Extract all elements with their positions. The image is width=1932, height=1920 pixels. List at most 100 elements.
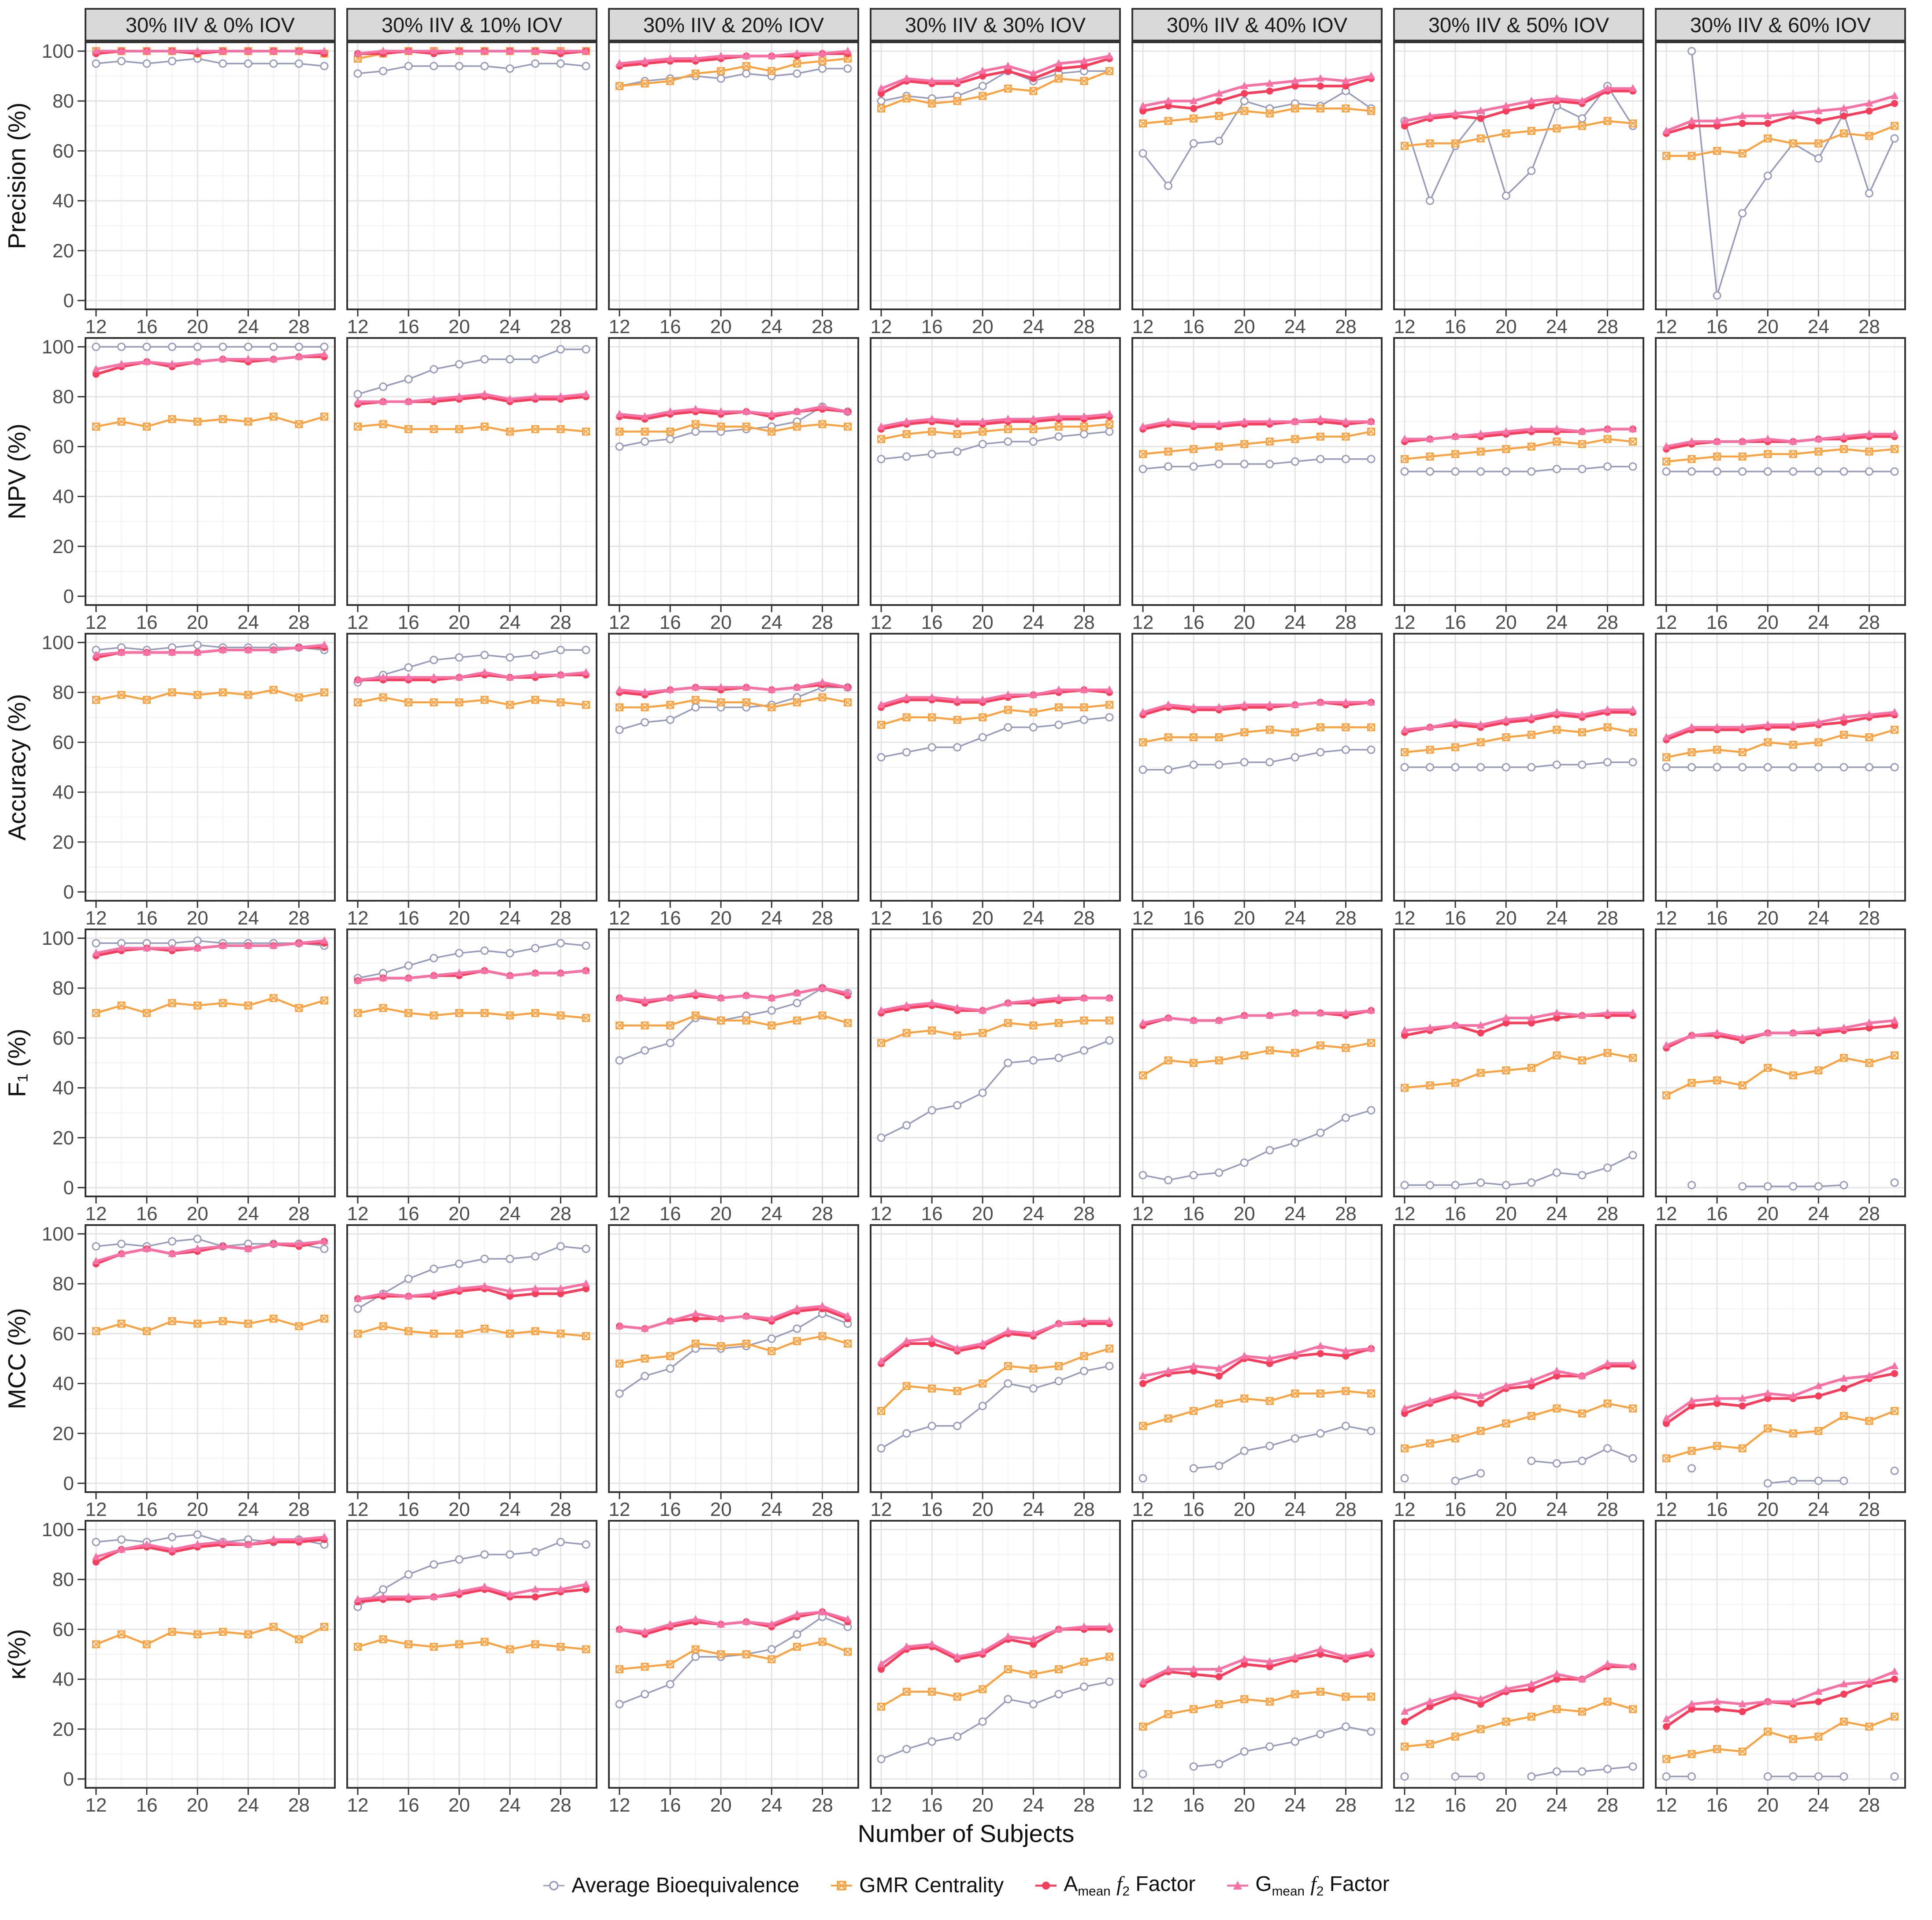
y-axis-title: Accuracy (%) (3, 694, 31, 841)
filled-triangle-icon (1865, 1018, 1873, 1026)
open-circle-icon (1451, 467, 1460, 476)
series-gmr-centrality (1662, 1407, 1899, 1463)
filled-triangle-icon (480, 390, 489, 397)
open-circle-icon (1426, 197, 1435, 205)
x-tick-label: 28 (1597, 1794, 1618, 1813)
open-circle-icon (1215, 1760, 1224, 1768)
filled-triangle-icon (320, 47, 328, 54)
filled-triangle-icon (269, 1239, 278, 1247)
series-average-bioequivalence (1687, 1464, 1899, 1488)
open-circle-icon (1527, 467, 1536, 476)
x-tick-label: 24 (761, 1499, 782, 1518)
filled-circle-icon (1713, 1400, 1721, 1407)
series-average-bioequivalence (353, 345, 590, 399)
filled-triangle-icon (582, 390, 590, 397)
facet-grid: Precision (%) 0 20 40 60 80 100 30% IIV & 0% IO… (0, 8, 1932, 1816)
filled-triangle-icon (1215, 420, 1223, 427)
filled-triangle-icon (1426, 723, 1434, 731)
filled-triangle-icon (768, 1620, 776, 1628)
filled-triangle-icon (641, 688, 649, 696)
x-tick-label: 20 (1495, 1203, 1517, 1222)
x-tick-label: 28 (288, 612, 310, 631)
series-gmr-centrality (616, 1011, 852, 1030)
legend-label: Average Bioequivalence (571, 1874, 800, 1898)
open-circle-icon (1029, 1056, 1038, 1065)
filled-triangle-icon (404, 673, 413, 681)
open-circle-icon (1316, 1429, 1325, 1438)
x-tick-label: 12 (1132, 1794, 1154, 1813)
open-circle-icon (1476, 1469, 1485, 1478)
x-tick-label: 20 (1757, 1794, 1779, 1813)
open-circle-icon (1138, 1770, 1147, 1779)
filled-triangle-icon (193, 648, 202, 656)
filled-triangle-icon (742, 407, 750, 415)
x-tick-label: 24 (1284, 907, 1306, 926)
filled-triangle-icon (1080, 1317, 1088, 1325)
y-tick-label: 60 (52, 1619, 74, 1640)
filled-triangle-icon (844, 1311, 852, 1319)
filled-triangle-icon (1240, 1352, 1249, 1359)
open-circle-icon (404, 1570, 413, 1579)
open-circle-icon (1290, 457, 1299, 466)
open-circle-icon (1527, 1772, 1536, 1781)
y-tick-label: 80 (52, 977, 74, 999)
panel-plot: 12 16 20 24 28 (85, 337, 336, 633)
open-circle-icon (1164, 1176, 1173, 1185)
filled-triangle-icon (1603, 1660, 1612, 1667)
series-gmr-centrality (616, 693, 852, 712)
filled-triangle-icon (244, 1244, 252, 1252)
x-tick-label: 24 (1284, 1794, 1306, 1813)
series-gmr-centrality (1401, 1399, 1637, 1452)
open-circle-icon (244, 59, 252, 68)
filled-triangle-icon (1629, 1008, 1637, 1016)
x-tick-label: 24 (1546, 1794, 1568, 1813)
legend-label: Gmean f2 Factor (1255, 1872, 1390, 1899)
open-circle-icon (1713, 291, 1721, 300)
filled-triangle-icon (928, 1334, 936, 1342)
filled-triangle-icon (1789, 1029, 1797, 1036)
panel-plot: 12 16 20 24 28 (1131, 1224, 1383, 1520)
series-average-bioequivalence (877, 427, 1114, 464)
filled-triangle-icon (641, 412, 649, 420)
series-gmr-centrality (1139, 1687, 1375, 1731)
filled-circle-icon (1342, 82, 1350, 90)
filled-triangle-icon (768, 52, 776, 59)
filled-triangle-icon (844, 407, 852, 415)
open-circle-icon (978, 1088, 987, 1097)
panel-r3c6: 12 16 20 24 28 (1655, 928, 1906, 1225)
open-circle-icon (1814, 467, 1823, 476)
open-circle-icon (1662, 1772, 1671, 1781)
filled-triangle-icon (354, 976, 362, 984)
series-gmean-f2-factor (877, 993, 1113, 1014)
series-gmr-centrality (354, 420, 590, 436)
filled-triangle-icon (877, 84, 885, 92)
filled-triangle-icon (92, 364, 100, 372)
open-circle-icon (404, 1274, 413, 1283)
open-circle-icon (1029, 1384, 1038, 1393)
filled-triangle-icon (1080, 412, 1088, 420)
filled-triangle-icon (168, 360, 176, 368)
series-gmean-f2-factor (1139, 415, 1375, 430)
filled-circle-icon (1215, 97, 1223, 105)
filled-triangle-icon (616, 1322, 623, 1330)
x-tick-label: 16 (1706, 1794, 1728, 1813)
open-circle-icon (877, 753, 886, 761)
facet-row-3: F₁ (%) 0 20 40 60 80 100 12 16 20 24 28 12 16 20 24 28 12… (3, 928, 1932, 1225)
open-circle-icon (615, 1389, 624, 1398)
x-tick-label: 28 (288, 907, 310, 926)
open-circle-icon (793, 999, 801, 1007)
open-circle-icon (556, 646, 565, 654)
x-tick-label: 24 (499, 612, 521, 631)
x-tick-label: 12 (85, 1499, 107, 1518)
open-circle-icon (691, 703, 700, 712)
x-tick-label: 12 (609, 316, 630, 335)
filled-triangle-icon (1342, 698, 1350, 706)
open-circle-icon (1890, 134, 1899, 143)
open-circle-icon (1164, 765, 1173, 774)
y-axis-title: Precision (%) (3, 102, 31, 249)
legend: Average Bioequivalence GMR Centrality Am… (0, 1872, 1932, 1899)
filled-triangle-icon (1629, 1662, 1637, 1670)
x-tick-label: 28 (812, 1499, 833, 1518)
filled-triangle-icon (1629, 1359, 1637, 1367)
series-gmr-centrality (1401, 117, 1637, 150)
